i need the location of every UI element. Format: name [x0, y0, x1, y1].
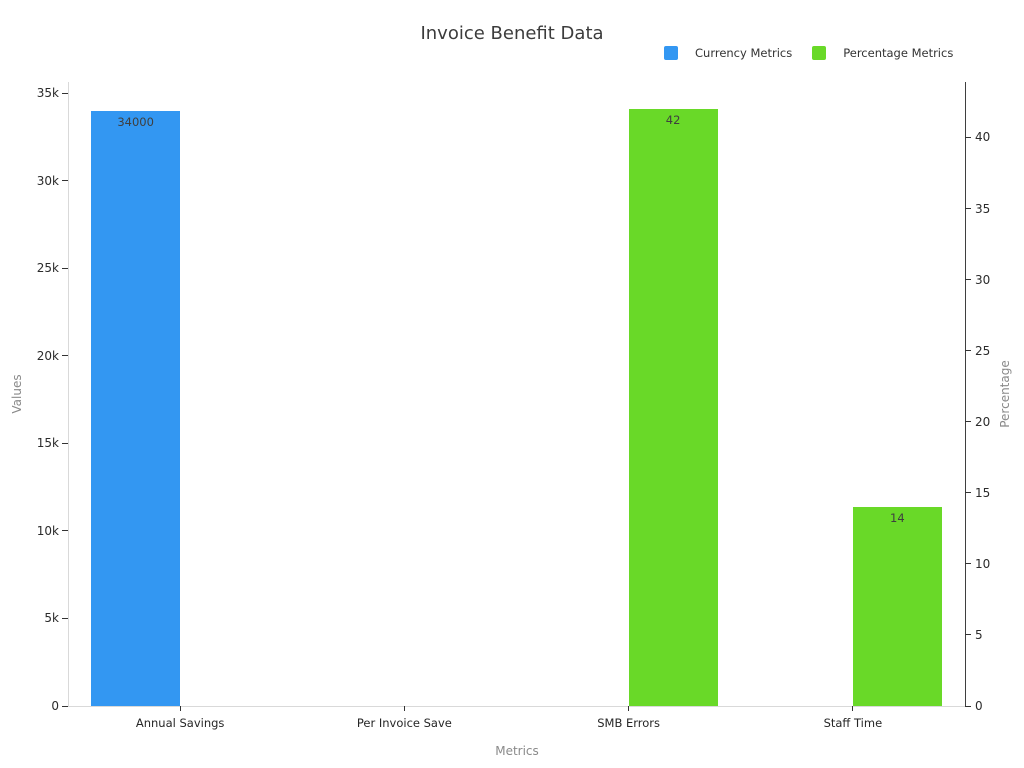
x-axis-category-label: SMB Errors — [597, 716, 661, 730]
left-axis-tick — [62, 180, 68, 182]
left-axis-tick-label: 30k — [36, 173, 59, 188]
right-axis-tick-label: 5 — [975, 627, 983, 642]
left-axis-tick-label: 25k — [36, 261, 59, 276]
right-axis-tick — [965, 136, 971, 138]
bar-value-label: 42 — [665, 113, 681, 127]
left-axis-tick — [62, 530, 68, 532]
bar-staff-time — [852, 507, 942, 706]
x-axis-tick — [852, 706, 854, 711]
right-axis-tick-label: 10 — [975, 556, 991, 571]
left-axis-tick — [62, 267, 68, 269]
right-axis-tick — [965, 208, 971, 209]
x-axis-category-label: Staff Time — [823, 716, 883, 730]
bar-value-label: 34000 — [117, 114, 154, 129]
left-axis-tick — [62, 355, 68, 357]
x-axis-tick — [179, 706, 181, 711]
legend-swatch-icon — [664, 46, 678, 60]
right-axis-tick — [965, 563, 971, 565]
right-axis-tick — [965, 279, 971, 281]
left-axis-tick-label: 5k — [44, 611, 59, 626]
left-axis-tick-label: 15k — [36, 436, 59, 451]
legend-item-label: Currency Metrics — [695, 46, 793, 60]
x-axis-line — [68, 706, 966, 707]
right-axis-tick-label: 30 — [975, 272, 991, 287]
right-axis-tick-label: 15 — [975, 485, 991, 500]
bar-smb-errors — [628, 109, 718, 706]
x-axis-tick — [403, 706, 405, 711]
chart-legend: Currency Metrics Percentage Metrics — [664, 45, 953, 61]
right-axis-line — [965, 82, 966, 707]
left-axis-tick — [62, 92, 68, 94]
right-axis-tick-label: 40 — [975, 130, 991, 145]
left-axis-tick — [62, 705, 68, 707]
left-axis-tick — [62, 442, 68, 444]
legend-item-label: Percentage Metrics — [843, 46, 954, 60]
right-axis-title: Percentage — [998, 360, 1012, 428]
right-axis-tick — [965, 421, 971, 423]
left-axis-tick-label: 0 — [51, 699, 59, 713]
bar-value-label: 14 — [890, 511, 905, 525]
left-axis-tick-label: 20k — [36, 348, 59, 363]
legend-swatch-icon — [812, 46, 827, 60]
x-axis-category-label: Per Invoice Save — [356, 716, 452, 730]
right-axis-tick — [965, 634, 971, 636]
left-axis-tick — [62, 617, 68, 619]
legend-item: Percentage Metrics — [812, 46, 953, 60]
right-axis-tick-label: 0 — [975, 699, 983, 713]
right-axis-tick — [965, 705, 971, 707]
right-axis-tick — [965, 492, 971, 494]
right-axis-tick — [965, 350, 971, 352]
bar-annual-savings — [91, 110, 181, 706]
left-axis-line — [68, 82, 69, 706]
x-axis-tick — [628, 706, 630, 711]
left-axis-tick-label: 35k — [36, 86, 59, 101]
left-axis-tick-label: 10k — [36, 523, 59, 538]
right-axis-tick-label: 35 — [975, 201, 991, 216]
right-axis-tick-label: 25 — [975, 343, 991, 358]
chart-title: Invoice Benefit Data — [420, 23, 604, 44]
x-axis-category-label: Annual Savings — [135, 716, 225, 730]
x-axis-title: Metrics — [495, 744, 539, 758]
left-axis-title: Values — [10, 374, 24, 414]
legend-item: Currency Metrics — [664, 46, 792, 60]
right-axis-tick-label: 20 — [975, 414, 991, 429]
